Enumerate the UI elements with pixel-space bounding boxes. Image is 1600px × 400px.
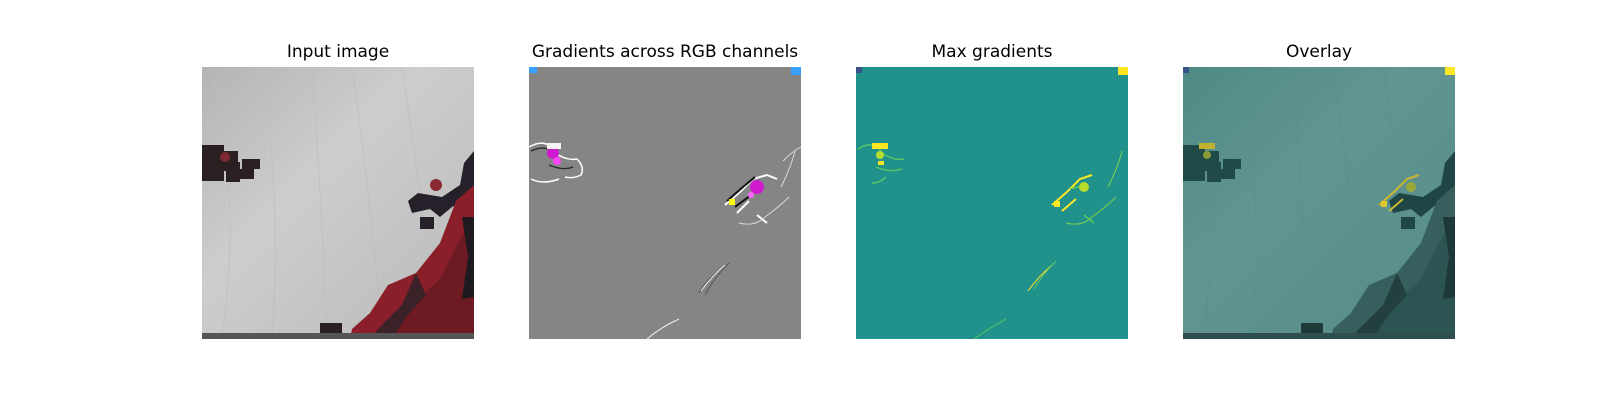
input-image [202, 67, 474, 339]
panel-title: Max gradients [931, 42, 1053, 62]
max-gradient-graphic [856, 67, 1128, 339]
overlay-graphic [1183, 67, 1455, 339]
input-image-graphic [202, 67, 474, 339]
max-gradient-image [856, 67, 1128, 339]
overlay-image [1183, 67, 1455, 339]
panel-title: Gradients across RGB channels [531, 42, 799, 62]
panel-rgb-gradients: Gradients across RGB channels [529, 0, 801, 400]
rgb-gradient-graphic [529, 67, 801, 339]
panel-max-gradients: Max gradients [856, 0, 1128, 400]
panel-input-image: Input image [202, 0, 474, 400]
panel-title: Overlay [1285, 42, 1353, 62]
rgb-gradient-image [529, 67, 801, 339]
panel-title: Input image [286, 42, 390, 62]
panel-overlay: Overlay [1183, 0, 1455, 400]
